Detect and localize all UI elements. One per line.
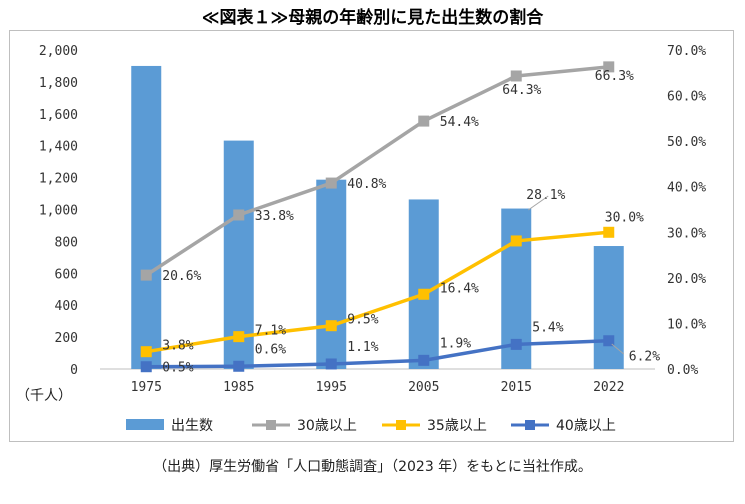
legend-swatch-marker	[525, 420, 535, 430]
x-tick-label: 2005	[408, 380, 439, 395]
series-line	[146, 338, 609, 369]
legend-label: 出生数	[171, 418, 213, 434]
series-marker	[603, 335, 615, 347]
data-label: 6.2%	[629, 350, 660, 365]
legend-label: 40歳以上	[556, 418, 616, 434]
y-left-tick-label: 200	[55, 331, 78, 346]
legend-label: 30歳以上	[297, 418, 357, 434]
y-right-tick-label: 20.0%	[667, 272, 706, 287]
chart-frame	[9, 30, 734, 442]
y-left-tick-label: 1,800	[39, 76, 78, 91]
series-marker	[140, 346, 152, 358]
y-right-tick-label: 60.0%	[667, 90, 706, 105]
y-right-tick-label: 30.0%	[667, 226, 706, 241]
series-marker	[233, 331, 245, 343]
y-left-tick-label: 400	[55, 299, 78, 314]
legend-swatch-marker	[266, 420, 276, 430]
series-marker	[418, 115, 430, 127]
y-left-tick-label: 2,000	[39, 44, 78, 59]
y-right-tick-label: 50.0%	[667, 135, 706, 150]
series-marker	[418, 288, 430, 300]
series-marker	[603, 226, 615, 238]
bar	[593, 246, 624, 369]
data-label: 54.4%	[440, 115, 479, 130]
data-label: 1.1%	[347, 340, 378, 355]
data-label: 5.4%	[532, 320, 563, 335]
y-left-tick-label: 1,200	[39, 172, 78, 187]
data-label: 40.8%	[347, 177, 386, 192]
series-marker	[233, 360, 245, 372]
data-label: 20.6%	[162, 269, 201, 284]
x-tick-label: 2015	[501, 380, 532, 395]
chart-title: ≪図表１≫母親の年齢別に見た出生数の割合	[201, 8, 544, 28]
series-marker	[510, 235, 522, 247]
y-right-tick-label: 10.0%	[667, 317, 706, 332]
series-marker	[510, 70, 522, 82]
data-label: 66.3%	[595, 69, 634, 84]
y-left-unit-label: （千人）	[16, 388, 72, 404]
series-line	[145, 65, 609, 277]
y-left-tick-label: 1,600	[39, 108, 78, 123]
label-leader	[527, 195, 549, 211]
data-label: 30.0%	[605, 210, 644, 225]
y-left-tick-label: 1,000	[39, 204, 78, 219]
data-label: 7.1%	[255, 324, 286, 339]
data-label: 0.5%	[162, 361, 193, 376]
series-marker	[325, 177, 337, 189]
series-marker	[325, 320, 337, 332]
series-marker	[233, 209, 245, 221]
series-marker	[603, 61, 615, 73]
source-note: （出典）厚生労働省「人口動態調査」（2023 年）をもとに当社作成。	[153, 459, 592, 475]
x-tick-label: 1995	[316, 380, 347, 395]
series-line	[145, 230, 609, 354]
y-right-tick-label: 0.0%	[667, 363, 698, 378]
x-tick-label: 1985	[223, 380, 254, 395]
x-tick-label: 1975	[131, 380, 162, 395]
bar	[223, 140, 254, 369]
label-leader	[611, 343, 625, 355]
data-label: 0.6%	[255, 342, 286, 357]
y-left-tick-label: 0	[70, 363, 78, 378]
bar	[408, 199, 439, 369]
series-marker	[325, 358, 337, 370]
data-label: 28.1%	[526, 188, 565, 203]
legend-swatch-marker	[396, 420, 406, 430]
data-label: 1.9%	[440, 336, 471, 351]
x-tick-label: 2022	[593, 380, 624, 395]
series-marker	[510, 338, 522, 350]
y-right-tick-label: 40.0%	[667, 181, 706, 196]
bar	[131, 65, 162, 369]
data-label: 3.8%	[162, 339, 193, 354]
y-left-tick-label: 800	[55, 235, 78, 250]
y-left-tick-label: 600	[55, 267, 78, 282]
series-marker	[140, 361, 152, 373]
bar	[316, 179, 347, 369]
y-left-tick-label: 1,400	[39, 140, 78, 155]
data-label: 9.5%	[347, 313, 378, 328]
data-label: 16.4%	[440, 281, 479, 296]
legend-label: 35歳以上	[427, 418, 487, 434]
series-marker	[140, 269, 152, 281]
data-label: 64.3%	[502, 83, 541, 98]
y-right-tick-label: 70.0%	[667, 44, 706, 59]
legend-swatch-bar	[126, 419, 164, 430]
data-label: 33.8%	[255, 209, 294, 224]
series-marker	[418, 354, 430, 366]
